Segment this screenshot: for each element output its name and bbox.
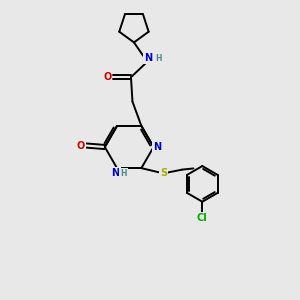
Text: Cl: Cl: [197, 213, 208, 223]
Text: N: N: [144, 53, 152, 63]
Text: O: O: [103, 72, 111, 82]
Text: S: S: [160, 168, 167, 178]
Text: N: N: [112, 169, 120, 178]
Text: H: H: [120, 169, 127, 178]
Text: N: N: [153, 142, 161, 152]
Text: H: H: [155, 54, 162, 63]
Text: O: O: [77, 140, 85, 151]
